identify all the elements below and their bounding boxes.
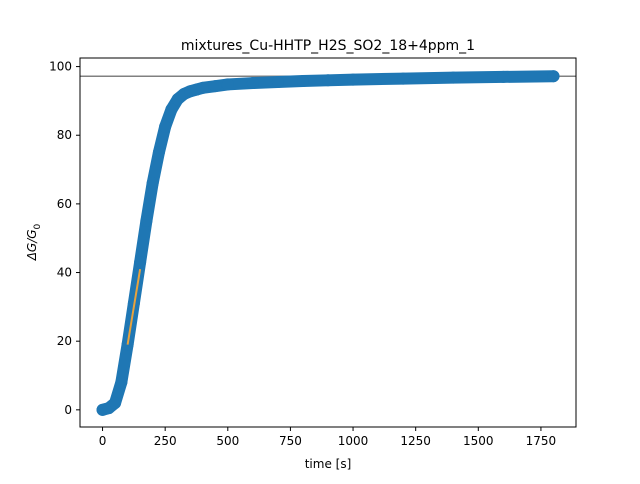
data-point (497, 70, 510, 83)
plot-clipped-group (80, 70, 576, 416)
y-tick-label: 80 (57, 128, 72, 142)
data-point (209, 80, 222, 93)
axes: 0 250 500 750 1000 1250 1500 1750 0 20 40 60 80 100 (49, 57, 577, 448)
x-tick-label: 1750 (526, 434, 557, 448)
data-point (221, 78, 234, 91)
data-point (347, 73, 360, 86)
data-point (296, 74, 309, 87)
data-point (547, 70, 560, 83)
y-tick-label: 40 (57, 266, 72, 280)
y-tick-label: 0 (64, 403, 72, 417)
plot-area (80, 70, 576, 416)
x-axis-label: time [s] (305, 457, 352, 471)
x-tick-label: 1000 (338, 434, 369, 448)
data-point (109, 396, 122, 409)
data-point (121, 338, 134, 351)
data-point (140, 215, 153, 228)
data-point (397, 72, 410, 85)
x-tick-label: 1500 (463, 434, 494, 448)
data-point (165, 103, 178, 116)
y-axis-label-subscript: 0 (33, 223, 43, 229)
data-point (447, 71, 460, 84)
data-point (134, 256, 147, 269)
data-point (115, 376, 128, 389)
data-point (271, 76, 284, 89)
y-axis-label-main: ΔG/G (25, 229, 39, 261)
fit-line (126, 268, 142, 345)
data-point (159, 120, 172, 133)
x-tick-label: 0 (99, 434, 107, 448)
x-tick-label: 500 (216, 434, 239, 448)
y-axis-label: ΔG/G0 (25, 223, 43, 261)
chart-title: mixtures_Cu-HHTP_H2S_SO2_18+4ppm_1 (181, 38, 475, 54)
y-tick-label: 60 (57, 197, 72, 211)
x-tick-label: 250 (154, 434, 177, 448)
x-tick-label: 750 (279, 434, 302, 448)
data-point (152, 146, 165, 159)
y-tick-label: 20 (57, 334, 72, 348)
y-tick-label: 100 (49, 60, 72, 74)
data-point (146, 177, 159, 190)
data-point (246, 77, 259, 90)
axes-frame (79, 57, 577, 428)
x-tick-label: 1250 (400, 434, 431, 448)
data-point (196, 81, 209, 94)
data-point (322, 74, 334, 87)
